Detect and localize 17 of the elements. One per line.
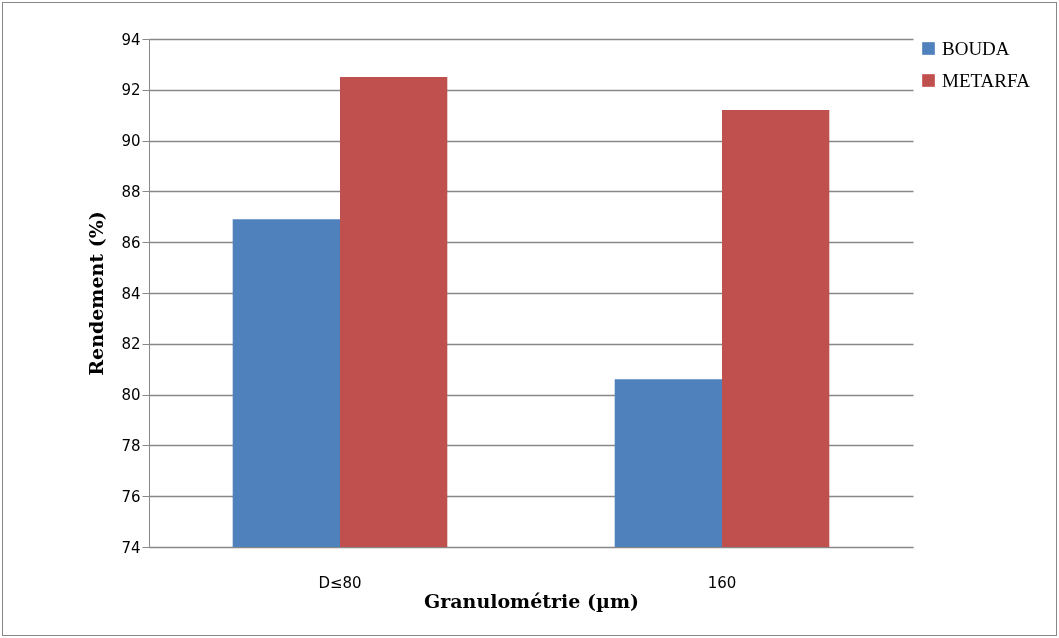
x-tick-label: 160 [707, 573, 737, 592]
y-tick-label: 74 [121, 538, 141, 557]
x-tick-label: D≤80 [318, 573, 362, 592]
y-tick-label: 92 [121, 81, 141, 100]
y-tick-label: 90 [121, 132, 141, 151]
x-axis-title: Granulométrie (µm) [424, 589, 639, 612]
legend-label: METARFA [942, 69, 1031, 91]
y-tick-label: 80 [121, 386, 141, 405]
y-tick-label: 94 [121, 30, 141, 49]
y-tick-label: 86 [121, 233, 141, 252]
y-tick-label: 84 [121, 284, 141, 303]
legend-label: BOUDA [942, 37, 1010, 59]
y-tick-label: 88 [121, 182, 141, 201]
y-axis-title: Rendement (%) [85, 211, 108, 376]
y-tick-label: 78 [121, 436, 141, 455]
y-tick-label: 76 [121, 487, 141, 506]
y-tick-label: 82 [121, 335, 141, 354]
